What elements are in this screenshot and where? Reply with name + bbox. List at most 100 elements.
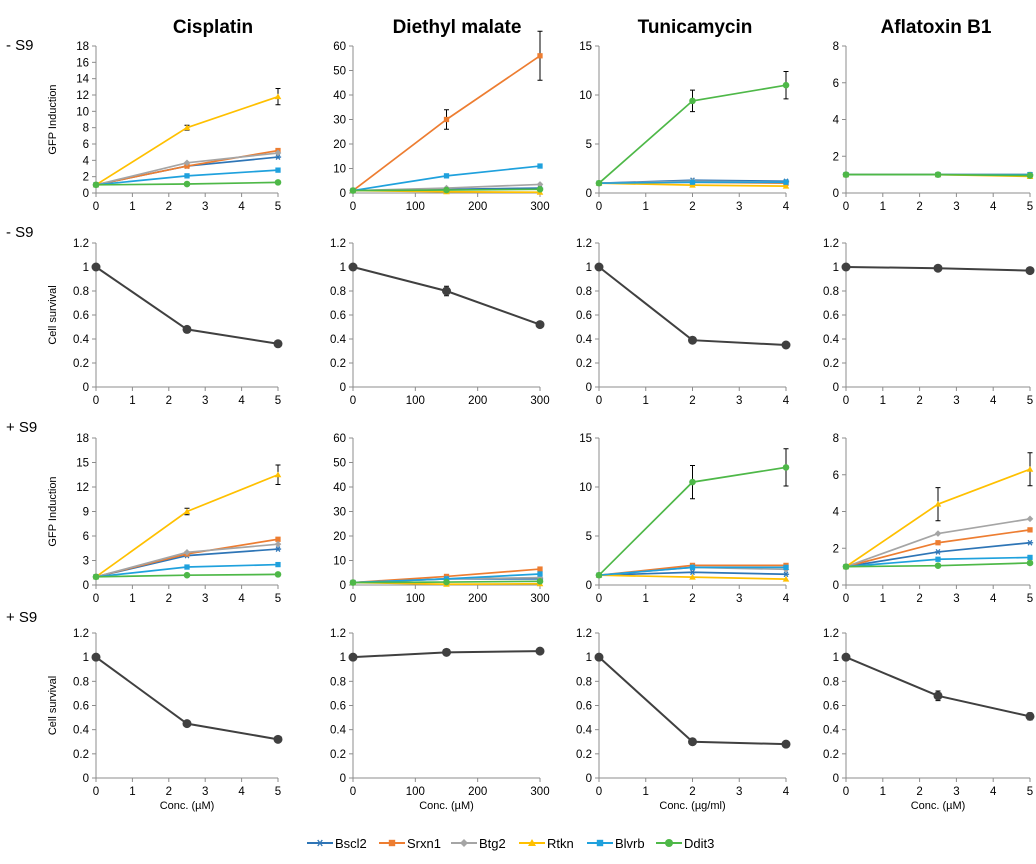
- series-survival: [91, 262, 283, 349]
- y-axis-title: Cell survival: [47, 285, 59, 344]
- series-btg2: [842, 515, 1034, 570]
- legend-item-srxn1: Srxn1: [379, 836, 441, 851]
- data-point: [536, 578, 544, 585]
- x-tick-label: 0: [350, 395, 356, 407]
- y-tick-label: 2: [833, 543, 839, 555]
- x-tick-label: 4: [990, 201, 997, 213]
- x-tick-label: 1: [643, 395, 649, 407]
- y-tick-label: 6: [833, 470, 839, 482]
- data-point: [183, 180, 191, 188]
- series-survival: [348, 646, 545, 662]
- y-tick-label: 15: [579, 41, 592, 53]
- x-tick-label: 4: [990, 395, 997, 407]
- panel-gfp-S9-dem: 0 10 20 30 40 50 60 0 100 200 300: [333, 433, 549, 605]
- legend-item-rtkn: Rtkn: [519, 836, 574, 851]
- x-tick-label: 3: [202, 593, 208, 605]
- y-tick-label: 0.2: [576, 749, 592, 761]
- data-point: [933, 691, 943, 701]
- data-point: [92, 573, 100, 581]
- data-point: [781, 340, 791, 350]
- data-point: [274, 154, 282, 160]
- x-tick-label: 5: [1027, 593, 1033, 605]
- legend-label: Ddit3: [684, 836, 714, 851]
- series-survival: [91, 652, 283, 744]
- x-tick-label: 3: [736, 593, 742, 605]
- series-survival: [348, 262, 545, 330]
- y-tick-label: 0.8: [823, 286, 839, 298]
- data-point: [688, 737, 697, 747]
- y-tick-label: 1: [833, 652, 839, 664]
- x-tick-label: 200: [468, 786, 487, 798]
- data-point: [348, 652, 358, 662]
- data-point: [537, 571, 543, 577]
- y-tick-label: 40: [333, 90, 346, 102]
- x-tick-label: 3: [953, 786, 959, 798]
- data-point: [1026, 172, 1034, 179]
- data-point: [1026, 539, 1034, 546]
- x-tick-label: 0: [596, 593, 602, 605]
- x-tick-label: 1: [643, 786, 649, 798]
- x-axis-title: Conc. (µM): [911, 800, 966, 812]
- x-tick-label: 4: [783, 786, 790, 798]
- x-tick-label: 4: [238, 201, 245, 213]
- y-tick-label: 4: [833, 507, 840, 519]
- y-tick-label: 18: [76, 41, 89, 53]
- legend-item-ddit3: Ddit3: [656, 836, 714, 851]
- series-line: [598, 656, 787, 746]
- data-point: [1025, 711, 1035, 721]
- y-tick-label: 0.8: [330, 286, 346, 298]
- y-tick-label: 0.2: [73, 749, 89, 761]
- y-tick-label: 0.4: [823, 334, 840, 346]
- y-tick-label: 0.8: [576, 676, 592, 688]
- y-tick-label: 20: [333, 531, 346, 543]
- series-ddit3: [842, 559, 1034, 570]
- data-point: [842, 171, 850, 178]
- y-tick-label: 60: [333, 433, 346, 445]
- data-point: [536, 186, 544, 193]
- y-tick-label: 0: [586, 580, 592, 592]
- data-point: [842, 563, 850, 570]
- data-point: [783, 564, 789, 570]
- y-axis-title: GFP Induction: [47, 476, 59, 546]
- data-point: [183, 549, 191, 556]
- data-point: [183, 571, 191, 579]
- x-tick-label: 4: [238, 395, 245, 407]
- series-line: [845, 656, 1031, 718]
- x-tick-label: 1: [643, 201, 649, 213]
- y-tick-label: 0: [833, 580, 839, 592]
- y-tick-label: 1.2: [576, 628, 592, 640]
- y-tick-label: 8: [83, 123, 89, 135]
- y-tick-label: 0: [340, 580, 346, 592]
- y-tick-label: 1.2: [73, 238, 89, 250]
- data-point: [782, 182, 790, 189]
- x-tick-label: 2: [166, 201, 172, 213]
- data-point: [443, 116, 450, 123]
- y-tick-label: 1: [83, 262, 89, 274]
- series-ddit3: [842, 171, 1034, 179]
- y-tick-label: 10: [76, 106, 89, 118]
- series-line: [598, 266, 787, 346]
- x-tick-label: 1: [880, 201, 886, 213]
- y-tick-label: 4: [83, 155, 90, 167]
- data-point: [537, 566, 543, 572]
- panel-gfp-S9-aflatoxin: 0 2 4 6 8 0 1 2 3 4 5: [833, 433, 1034, 605]
- data-point: [274, 471, 282, 478]
- y-tick-label: 0.4: [330, 725, 347, 737]
- data-point: [184, 173, 190, 179]
- data-point: [274, 546, 282, 552]
- data-point: [183, 508, 191, 514]
- panel-survival-S9-dem: 0 0.2 0.4 0.6 0.8 1 1.2 0 100 200 300 Conc. (µM): [330, 628, 550, 812]
- data-point: [689, 569, 696, 576]
- y-tick-label: 0: [83, 382, 89, 394]
- x-tick-label: 4: [238, 786, 245, 798]
- x-tick-label: 300: [530, 786, 549, 798]
- x-tick-label: 0: [350, 786, 356, 798]
- x-tick-label: 0: [843, 201, 849, 213]
- series-btg2: [92, 149, 282, 189]
- series-survival: [841, 262, 1035, 276]
- data-point: [689, 179, 696, 185]
- x-tick-label: 4: [238, 593, 245, 605]
- panel-survival-S9-cisplatin: 0 0.2 0.4 0.6 0.8 1 1.2 0 1 2 3 4 5 Cell survival Conc…: [47, 628, 283, 812]
